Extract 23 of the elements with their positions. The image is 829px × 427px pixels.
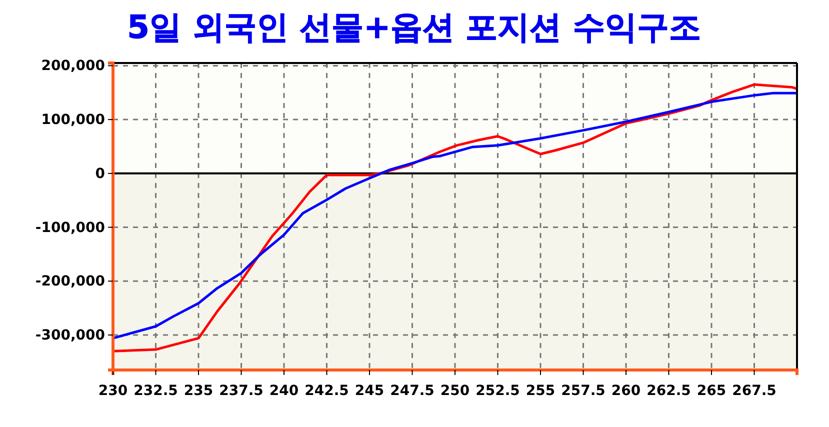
y-tick-label: -200,000 (35, 274, 106, 290)
x-tick-label: 265 (696, 382, 726, 399)
x-tick-label: 242.5 (304, 382, 349, 399)
x-tick-label: 232.5 (134, 382, 178, 399)
x-tick-label: 250 (440, 382, 470, 399)
x-tick-label: 235 (184, 382, 214, 399)
x-tick-label: 245 (354, 382, 384, 399)
y-tick-label: 100,000 (41, 112, 106, 128)
x-tick-label: 255 (526, 382, 556, 399)
x-tick-label: 262.5 (646, 382, 691, 399)
x-tick-label: 237.5 (219, 382, 264, 399)
y-tick-label: -300,000 (35, 327, 106, 344)
x-tick-label: 252.5 (476, 382, 520, 399)
x-tick-label: 230 (98, 382, 128, 399)
y-tick-label: 0 (95, 166, 106, 182)
y-tick-label: 200,000 (41, 58, 106, 74)
chart-title: 5일 외국인 선물+옵션 포지션 수익구조 (127, 8, 701, 46)
x-tick-label: 267.5 (732, 382, 776, 399)
x-tick-label: 247.5 (390, 382, 434, 399)
y-tick-label: -100,000 (35, 220, 106, 236)
x-tick-label: 260 (611, 382, 641, 399)
x-tick-label: 257.5 (561, 382, 606, 399)
x-tick-label: 240 (269, 382, 299, 399)
